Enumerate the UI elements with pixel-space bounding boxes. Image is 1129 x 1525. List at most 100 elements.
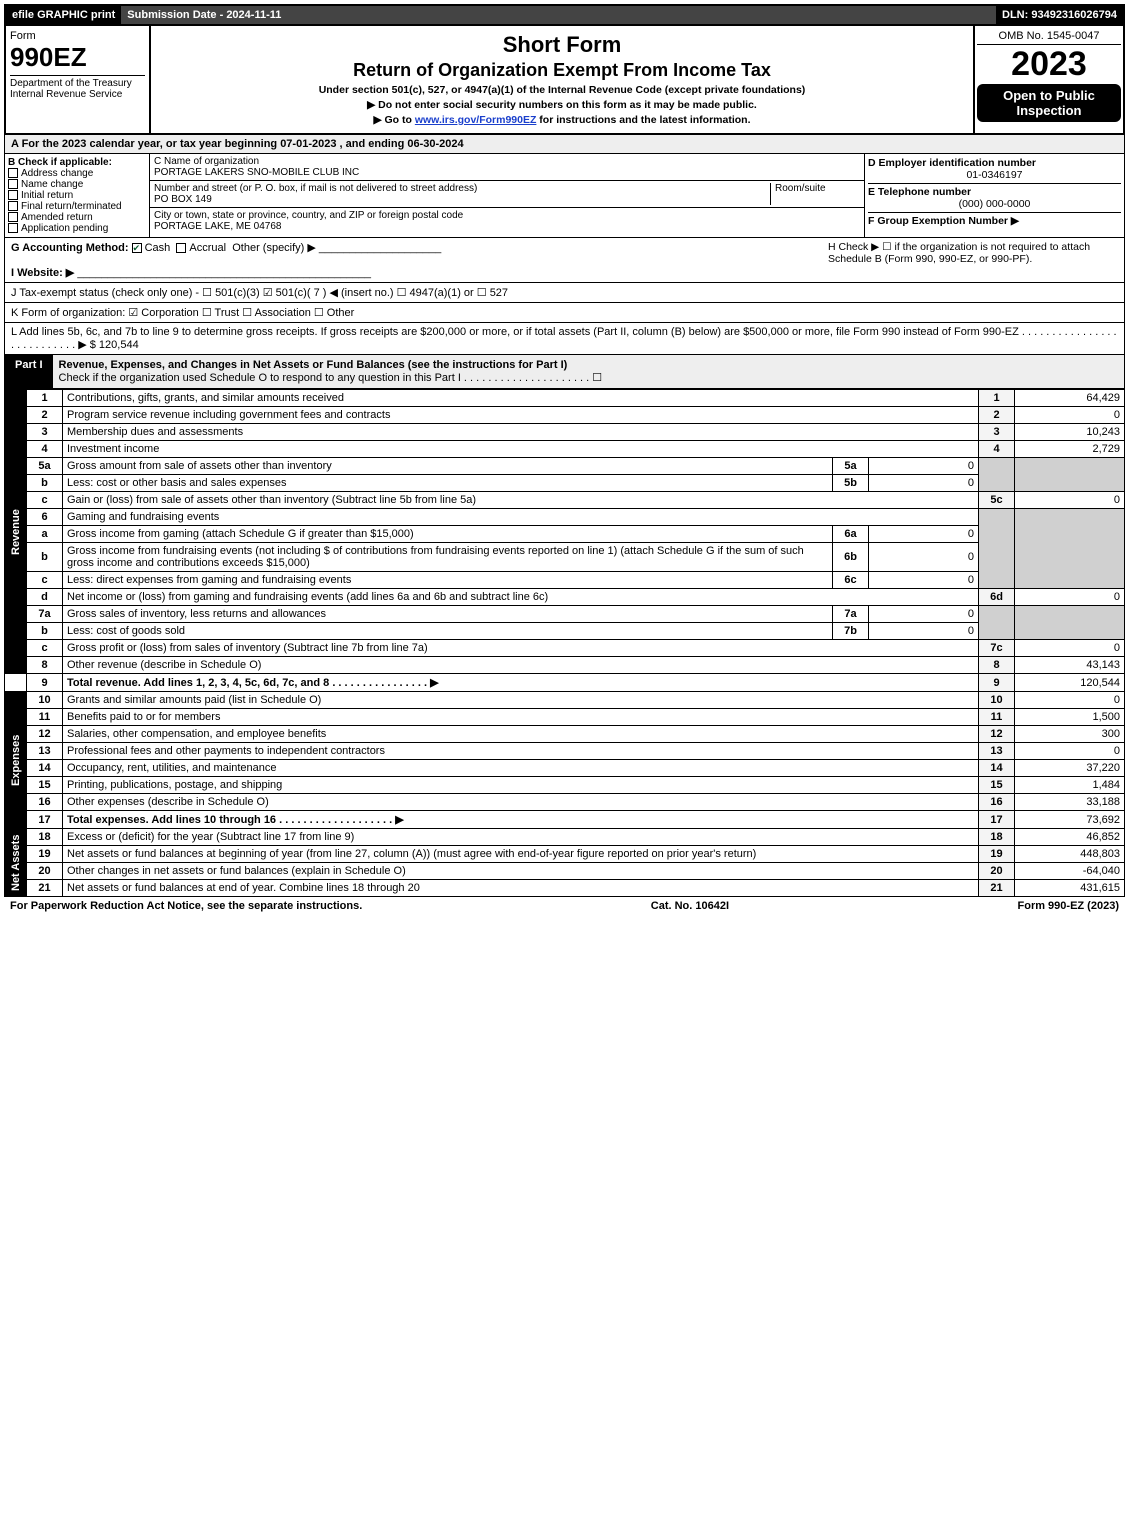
row-h: H Check ▶ ☐ if the organization is not r… xyxy=(828,241,1118,279)
ln-12: 12 xyxy=(27,726,63,743)
netassets-vlabel: Net Assets xyxy=(5,829,27,897)
footer-right: Form 990-EZ (2023) xyxy=(1018,900,1119,912)
l19-text: Net assets or fund balances at beginning… xyxy=(63,846,979,863)
c-city-cell: City or town, state or province, country… xyxy=(150,208,864,234)
l10-num: 10 xyxy=(979,692,1015,709)
row-g-h: G Accounting Method: Cash Accrual Other … xyxy=(4,238,1125,283)
chk-final-return[interactable] xyxy=(8,201,18,211)
i-website: I Website: ▶ xyxy=(11,267,74,279)
ln-21: 21 xyxy=(27,880,63,897)
l2-num: 2 xyxy=(979,407,1015,424)
l5a-text: Gross amount from sale of assets other t… xyxy=(63,458,833,475)
l6d-text: Net income or (loss) from gaming and fun… xyxy=(63,589,979,606)
l15-text: Printing, publications, postage, and shi… xyxy=(63,777,979,794)
col-c: C Name of organization PORTAGE LAKERS SN… xyxy=(150,154,864,237)
l4-text: Investment income xyxy=(63,441,979,458)
part1-tag: Part I xyxy=(5,355,53,388)
ln-17: 17 xyxy=(27,811,63,829)
b-item-1: Name change xyxy=(21,179,83,190)
l14-num: 14 xyxy=(979,760,1015,777)
l14-text: Occupancy, rent, utilities, and maintena… xyxy=(63,760,979,777)
section-b-to-f: B Check if applicable: Address change Na… xyxy=(4,154,1125,238)
chk-amended-return[interactable] xyxy=(8,212,18,222)
g-accrual: Accrual xyxy=(189,242,226,254)
l12-num: 12 xyxy=(979,726,1015,743)
ln-5a: 5a xyxy=(27,458,63,475)
l20-amt: -64,040 xyxy=(1015,863,1125,880)
b-item-2: Initial return xyxy=(21,190,73,201)
shade-7 xyxy=(979,606,1015,640)
row-a-taxyear: A For the 2023 calendar year, or tax yea… xyxy=(4,135,1125,154)
row-l: L Add lines 5b, 6c, and 7b to line 9 to … xyxy=(4,323,1125,355)
l5c-amt: 0 xyxy=(1015,492,1125,509)
ln-15: 15 xyxy=(27,777,63,794)
l21-num: 21 xyxy=(979,880,1015,897)
ln-4: 4 xyxy=(27,441,63,458)
b-label: B Check if applicable: xyxy=(8,157,112,168)
subtitle-2: ▶ Do not enter social security numbers o… xyxy=(155,99,969,111)
chk-application-pending[interactable] xyxy=(8,223,18,233)
l4-amt: 2,729 xyxy=(1015,441,1125,458)
c-street: PO BOX 149 xyxy=(154,194,212,205)
c-city-lbl: City or town, state or province, country… xyxy=(154,210,463,221)
ln-1: 1 xyxy=(27,390,63,407)
l8-text: Other revenue (describe in Schedule O) xyxy=(63,657,979,674)
l17-bold: Total expenses. Add lines 10 through 16 … xyxy=(67,814,404,826)
form-number: 990EZ xyxy=(10,42,145,73)
ln-10: 10 xyxy=(27,692,63,709)
main-title: Return of Organization Exempt From Incom… xyxy=(155,60,969,81)
chk-accrual[interactable] xyxy=(176,243,186,253)
l9-bold: Total revenue. Add lines 1, 2, 3, 4, 5c,… xyxy=(67,677,439,689)
subtitle-3: ▶ Go to www.irs.gov/Form990EZ for instru… xyxy=(155,114,969,126)
l2-text: Program service revenue including govern… xyxy=(63,407,979,424)
l20-text: Other changes in net assets or fund bala… xyxy=(63,863,979,880)
ln-13: 13 xyxy=(27,743,63,760)
row-g: G Accounting Method: Cash Accrual Other … xyxy=(11,241,828,279)
l10-text: Grants and similar amounts paid (list in… xyxy=(63,692,979,709)
ln-6a: a xyxy=(27,526,63,543)
l17-text: Total expenses. Add lines 10 through 16 … xyxy=(63,811,979,829)
subtitle-1: Under section 501(c), 527, or 4947(a)(1)… xyxy=(155,84,969,96)
l7c-amt: 0 xyxy=(1015,640,1125,657)
l4-num: 4 xyxy=(979,441,1015,458)
shade-5 xyxy=(979,458,1015,492)
l9-num: 9 xyxy=(979,674,1015,692)
l6b-text: Gross income from fundraising events (no… xyxy=(63,543,833,572)
l9-amt: 120,544 xyxy=(1015,674,1125,692)
l7a-text: Gross sales of inventory, less returns a… xyxy=(63,606,833,623)
l1-num: 1 xyxy=(979,390,1015,407)
chk-cash[interactable] xyxy=(132,243,142,253)
l13-amt: 0 xyxy=(1015,743,1125,760)
header-left: Form 990EZ Department of the Treasury In… xyxy=(6,26,151,133)
ln-8: 8 xyxy=(27,657,63,674)
d-ein-lbl: D Employer identification number xyxy=(868,157,1036,169)
b-item-5: Application pending xyxy=(21,223,108,234)
short-form-title: Short Form xyxy=(155,32,969,58)
col-d: D Employer identification number 01-0346… xyxy=(864,154,1124,237)
l7b-text: Less: cost of goods sold xyxy=(63,623,833,640)
ln-7a: 7a xyxy=(27,606,63,623)
l6d-amt: 0 xyxy=(1015,589,1125,606)
header-right: OMB No. 1545-0047 2023 Open to Public In… xyxy=(973,26,1123,133)
chk-address-change[interactable] xyxy=(8,168,18,178)
form-word: Form xyxy=(10,30,145,42)
l21-text: Net assets or fund balances at end of ye… xyxy=(63,880,979,897)
chk-initial-return[interactable] xyxy=(8,190,18,200)
shade-5b xyxy=(1015,458,1125,492)
l15-num: 15 xyxy=(979,777,1015,794)
l3-text: Membership dues and assessments xyxy=(63,424,979,441)
g-label: G Accounting Method: xyxy=(11,242,129,254)
g-other: Other (specify) ▶ xyxy=(232,242,316,254)
chk-name-change[interactable] xyxy=(8,179,18,189)
d-tel: (000) 000-0000 xyxy=(868,198,1121,210)
ln-16: 16 xyxy=(27,794,63,811)
lines-table: Revenue 1 Contributions, gifts, grants, … xyxy=(4,389,1125,897)
sub3-pre: ▶ Go to xyxy=(374,114,415,126)
irs-link[interactable]: www.irs.gov/Form990EZ xyxy=(415,114,537,126)
dln-label: DLN: 93492316026794 xyxy=(996,6,1123,24)
l19-amt: 448,803 xyxy=(1015,846,1125,863)
c-name-lbl: C Name of organization xyxy=(154,156,259,167)
l18-num: 18 xyxy=(979,829,1015,846)
d-tel-lbl: E Telephone number xyxy=(868,186,971,198)
ln-6c: c xyxy=(27,572,63,589)
